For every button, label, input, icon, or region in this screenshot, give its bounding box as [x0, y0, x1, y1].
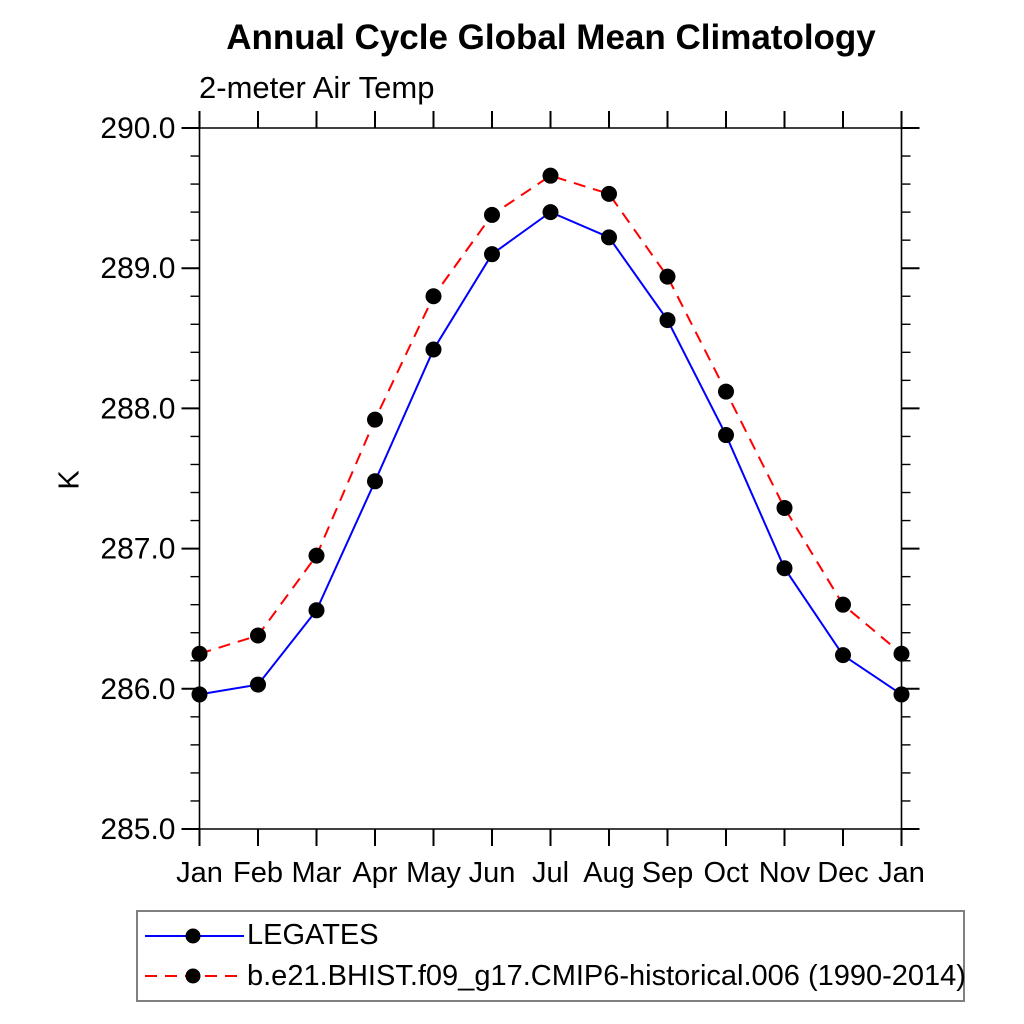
- legend-marker-dot-icon: [185, 968, 201, 984]
- legend-box: LEGATES b.e21.BHIST.f09_g17.CMIP6-histor…: [136, 910, 966, 1002]
- y-tick-label: 289.0: [100, 252, 175, 285]
- data-point-marker: [484, 206, 500, 223]
- x-tick-label: Jan: [176, 857, 223, 889]
- x-tick-label: Aug: [583, 857, 635, 889]
- data-point-marker: [308, 547, 325, 564]
- x-tick-label: May: [406, 857, 461, 889]
- x-tick-label: Jun: [469, 857, 516, 889]
- data-point-marker: [601, 229, 617, 246]
- data-point-marker: [659, 268, 676, 285]
- y-tick-label: 286.0: [100, 673, 175, 706]
- series-line-0: [199, 210, 903, 696]
- y-tick-label: 288.0: [100, 392, 175, 425]
- data-point-marker: [659, 312, 676, 329]
- x-tick-label: Apr: [352, 857, 397, 889]
- y-tick-label: 287.0: [100, 533, 175, 566]
- legend-row-legates: LEGATES: [138, 919, 963, 953]
- data-point-marker: [835, 596, 851, 613]
- x-tick-label: Jul: [532, 857, 569, 889]
- data-point-marker: [191, 686, 208, 703]
- y-tick-label: 290.0: [100, 112, 175, 145]
- legend-label-model: b.e21.BHIST.f09_g17.CMIP6-historical.006…: [247, 959, 966, 992]
- chart-subtitle: 2-meter Air Temp: [199, 70, 435, 105]
- data-point-marker: [425, 288, 442, 305]
- legend-sample-line-dashed: [145, 968, 244, 984]
- data-point-marker: [542, 204, 559, 221]
- legend-marker-dot-icon: [185, 928, 201, 944]
- y-tick-label: 285.0: [100, 813, 175, 846]
- data-point-marker: [601, 185, 617, 202]
- x-tick-label: Dec: [817, 857, 869, 889]
- chart-title: Annual Cycle Global Mean Climatology: [226, 18, 876, 57]
- data-point-marker: [893, 686, 910, 703]
- data-point-marker: [250, 676, 266, 693]
- legend-sample-line-solid: [145, 928, 244, 944]
- data-point-marker: [718, 427, 734, 444]
- data-point-marker: [250, 627, 266, 644]
- x-tick-label: Oct: [703, 857, 748, 889]
- data-point-marker: [893, 645, 910, 662]
- data-point-marker: [776, 560, 793, 577]
- series-line-1: [199, 174, 903, 655]
- data-point-marker: [776, 499, 793, 516]
- x-tick-label: Sep: [642, 857, 694, 889]
- data-point-marker: [425, 341, 442, 358]
- x-tick-label: Mar: [292, 857, 342, 889]
- x-tick-label: Nov: [759, 857, 811, 889]
- legend-label-legates: LEGATES: [247, 919, 379, 952]
- x-tick-label: Jan: [878, 857, 925, 889]
- legend-row-model: b.e21.BHIST.f09_g17.CMIP6-historical.006…: [138, 959, 966, 993]
- x-tick-label: Feb: [233, 857, 283, 889]
- data-point-marker: [367, 411, 383, 428]
- data-point-marker: [367, 473, 383, 490]
- data-point-marker: [191, 645, 208, 662]
- data-point-marker: [542, 167, 559, 184]
- data-point-marker: [718, 383, 734, 400]
- data-point-marker: [484, 246, 500, 263]
- data-point-marker: [308, 602, 325, 619]
- data-point-marker: [835, 647, 851, 664]
